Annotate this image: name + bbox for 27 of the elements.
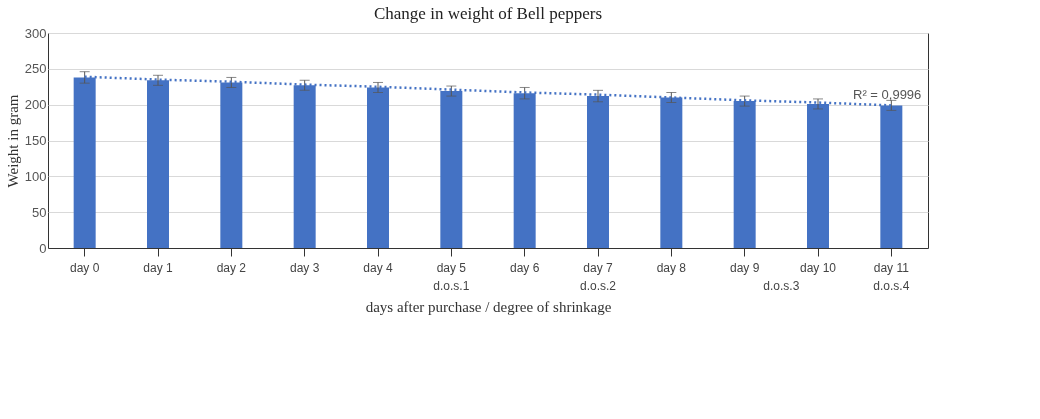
y-tick-label: 50	[32, 204, 47, 220]
x-tick-label: day 5	[436, 260, 467, 275]
x-tick-label: day 0	[69, 260, 100, 275]
y-tick-label: 150	[24, 133, 47, 148]
x-tick-label: day 11	[873, 260, 910, 275]
x-tick-label: day 9	[729, 260, 760, 275]
y-axis-title: Weight in gram	[4, 94, 21, 188]
x-tick-label: day 3	[289, 260, 320, 275]
text: d.o.s.4	[873, 279, 910, 293]
y-tick-label: 200	[24, 97, 47, 113]
text: d.o.s.2	[579, 279, 617, 293]
y-tick-label: 250	[24, 61, 47, 77]
y-tick-label: 300	[24, 25, 47, 41]
text: d.o.s.1	[433, 279, 470, 293]
chart-title: Change in weight of Bell peppers	[373, 4, 603, 23]
x-axis-title: days after purchase / degree of shrinkage	[365, 298, 612, 315]
x-tick-label: day 10	[799, 260, 837, 275]
x-tick-label: day 7	[583, 260, 613, 275]
x-tick-label: day 2	[216, 260, 247, 275]
x-tick-label: day 6	[509, 260, 540, 275]
y-tick-label: 0	[39, 240, 47, 256]
x-tick-label: day 4	[363, 260, 393, 275]
text: d.o.s.3	[763, 279, 800, 293]
y-tick-label: 100	[24, 168, 47, 184]
annotation: R² = 0,9996	[853, 87, 922, 103]
x-tick-label: day 1	[143, 260, 173, 275]
x-tick-label: day 8	[656, 260, 687, 275]
